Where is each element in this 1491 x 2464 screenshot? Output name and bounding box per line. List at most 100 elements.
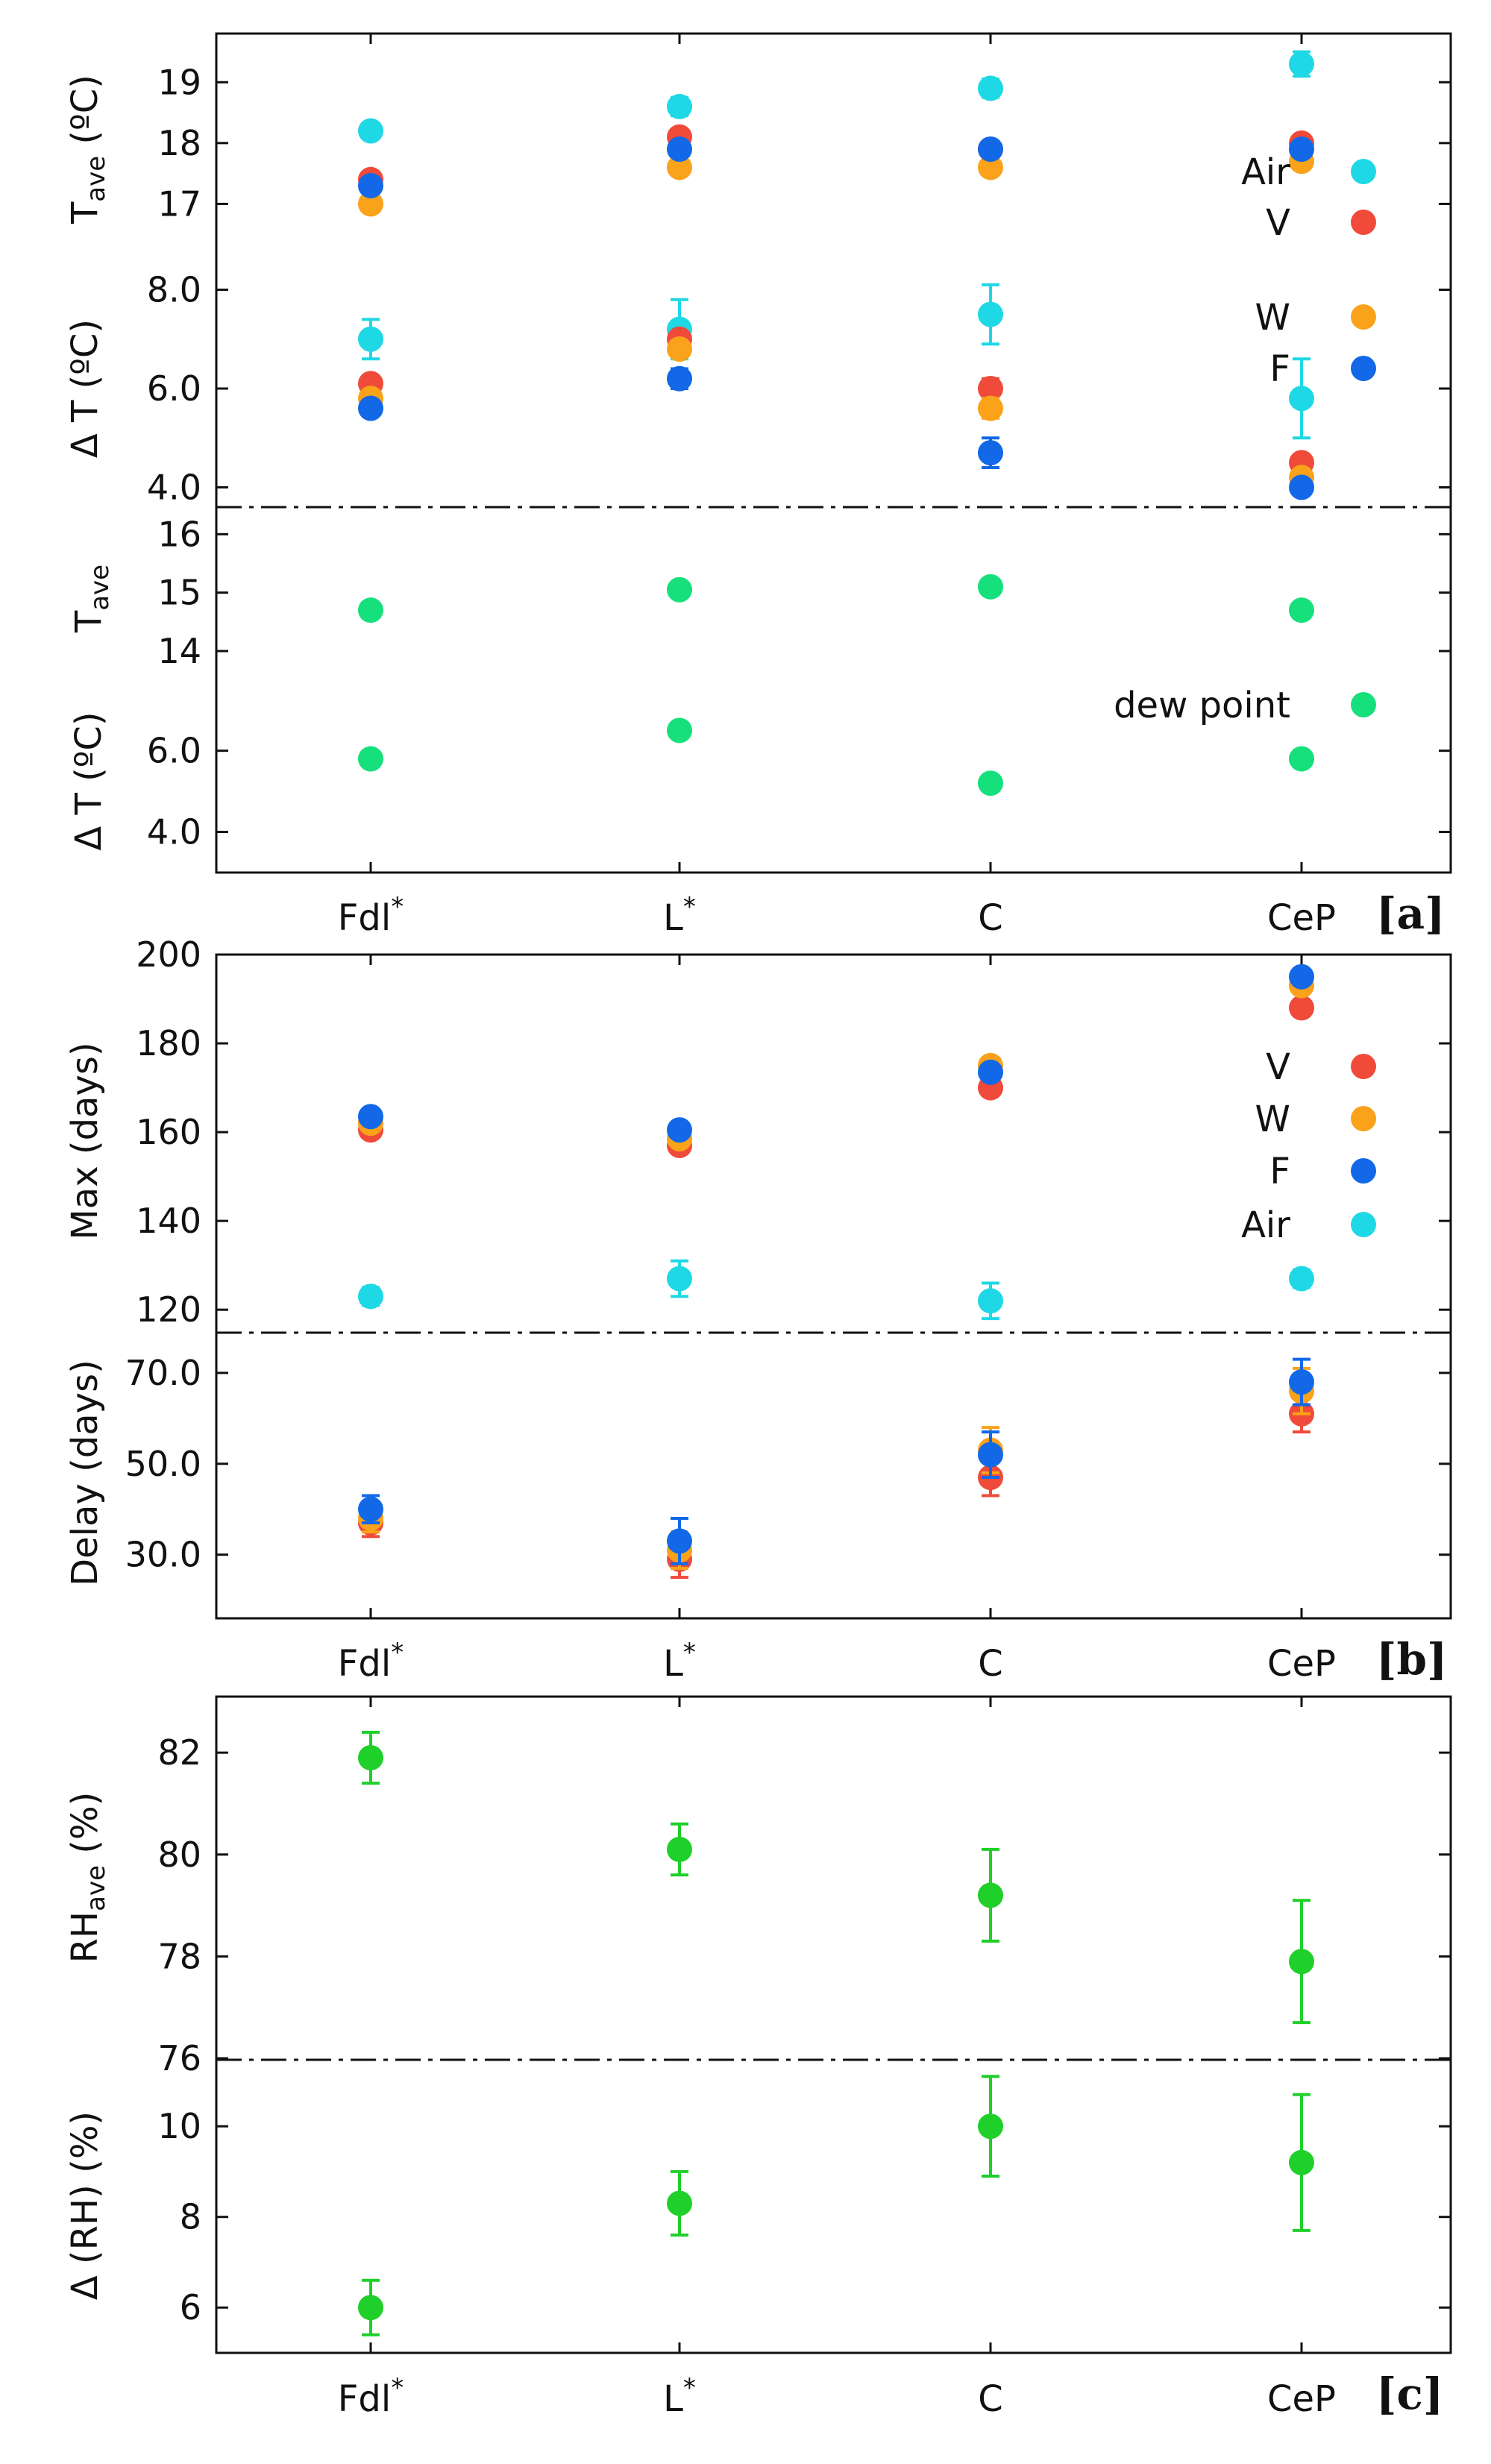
legend-label: Air	[1241, 151, 1290, 193]
y-tick-label: 82	[157, 1732, 201, 1773]
data-point-dew-point	[358, 597, 383, 623]
text-layer: Fdl* L* C CeP [a] 17 18 19 Tave (ºC) 4.0 6.0 8.0 Δ T…	[64, 62, 1447, 2420]
y-tick-label: 180	[136, 1023, 201, 1063]
legend-marker	[1351, 356, 1376, 381]
panel-frame-a	[215, 32, 1452, 874]
panel-label: [a]	[1376, 888, 1445, 939]
y-tick-label: 6.0	[147, 368, 201, 409]
data-point-rh	[358, 2295, 383, 2321]
data-point-air	[358, 1283, 383, 1310]
x-tick-label: C	[978, 897, 1003, 939]
plot-frames	[215, 32, 1452, 2354]
legend-label: F	[1269, 348, 1290, 390]
data-point-air	[358, 118, 383, 144]
data-point-air	[667, 93, 692, 119]
data-point-dew-point	[667, 717, 692, 744]
y-tick-label: 80	[157, 1835, 201, 1875]
data-point-f	[358, 1104, 383, 1130]
data-point-air	[978, 301, 1003, 327]
data-point-f	[978, 1059, 1003, 1085]
x-tick-label: CeP	[1267, 897, 1336, 939]
panel-frame-c	[215, 1695, 1452, 2354]
x-tick-label: C	[978, 2378, 1003, 2420]
data-point-rh	[358, 1744, 383, 1770]
y-tick-label: 14	[157, 631, 201, 671]
x-tick-label: CeP	[1267, 2378, 1336, 2420]
legend-marker	[1351, 1106, 1376, 1131]
data-point-dew-point	[358, 746, 383, 772]
legend-label: Air	[1241, 1204, 1290, 1246]
data-point-w	[978, 154, 1003, 180]
x-tick-label: Fdl*	[338, 2373, 404, 2420]
data-point-f	[1289, 474, 1314, 500]
data-point-f	[667, 1117, 692, 1143]
legend-marker	[1351, 1054, 1376, 1079]
data-point-v	[978, 376, 1003, 401]
data-point-f	[1289, 136, 1314, 162]
data-point-rh	[1289, 2149, 1314, 2175]
y-axis-label: Delay (days)	[64, 1360, 106, 1586]
y-axis-label: Max (days)	[64, 1042, 106, 1239]
y-tick-label: 8	[180, 2197, 201, 2237]
x-tick-label: CeP	[1267, 1643, 1336, 1685]
data-point-dew-point	[1289, 746, 1314, 772]
legend-label: F	[1269, 1151, 1290, 1192]
x-tick-label: L*	[663, 892, 696, 939]
legend-label: W	[1255, 297, 1290, 339]
data-point-rh	[978, 2113, 1003, 2140]
data-point-f	[358, 1496, 383, 1522]
y-tick-label: 6.0	[147, 731, 201, 771]
data-point-f	[978, 440, 1003, 466]
y-tick-label: 18	[157, 123, 201, 163]
data-point-f	[978, 1442, 1003, 1468]
y-axis-label: Δ T (ºC)	[64, 319, 106, 458]
data-point-f	[978, 136, 1003, 162]
y-tick-label: 17	[157, 183, 201, 224]
data-point-rh	[1289, 1949, 1314, 1975]
y-tick-label: 50.0	[125, 1444, 201, 1484]
y-tick-label: 76	[157, 2038, 201, 2078]
data-point-dew-point	[1289, 597, 1314, 623]
data-point-air	[978, 1288, 1003, 1314]
x-tick-label: Fdl*	[338, 892, 404, 939]
y-tick-label: 19	[157, 62, 201, 102]
data-point-w	[358, 191, 383, 217]
y-tick-label: 160	[136, 1112, 201, 1152]
data-point-dew-point	[667, 576, 692, 603]
panel-frame-b	[215, 953, 1452, 1620]
legend-label: dew point	[1114, 685, 1290, 726]
legend-marker	[1351, 304, 1376, 330]
data-point-rh	[978, 1882, 1003, 1908]
y-axis-label: Tave	[68, 565, 115, 633]
y-tick-label: 8.0	[147, 270, 201, 310]
y-axis-label: Tave (ºC)	[64, 75, 111, 224]
data-layer	[358, 50, 1376, 2336]
data-point-v	[1289, 995, 1314, 1021]
y-tick-label: 16	[157, 514, 201, 554]
data-point-w	[667, 154, 692, 180]
x-tick-label: C	[978, 1643, 1003, 1685]
x-tick-label: L*	[663, 1638, 696, 1685]
data-point-air	[978, 75, 1003, 101]
legend-marker	[1351, 1158, 1376, 1184]
data-point-f	[667, 1528, 692, 1554]
y-tick-label: 4.0	[147, 812, 201, 852]
data-point-air	[1289, 386, 1314, 412]
data-point-air	[1289, 1266, 1314, 1292]
legend-label: V	[1266, 202, 1290, 244]
y-tick-label: 78	[157, 1936, 201, 1976]
legend-marker	[1351, 210, 1376, 235]
legend-marker	[1351, 1212, 1376, 1237]
data-point-dew-point	[978, 770, 1003, 796]
data-point-f	[667, 365, 692, 392]
y-tick-label: 4.0	[147, 468, 201, 508]
y-tick-label: 6	[180, 2287, 201, 2328]
data-point-w	[667, 336, 692, 362]
x-tick-label: L*	[663, 2373, 696, 2420]
data-point-w	[978, 395, 1003, 421]
panel-label: [b]	[1376, 1634, 1447, 1685]
data-point-f	[358, 395, 383, 421]
legend-marker	[1351, 159, 1376, 184]
data-point-rh	[667, 1836, 692, 1862]
y-axis-label: Δ (RH) (%)	[64, 2111, 106, 2300]
